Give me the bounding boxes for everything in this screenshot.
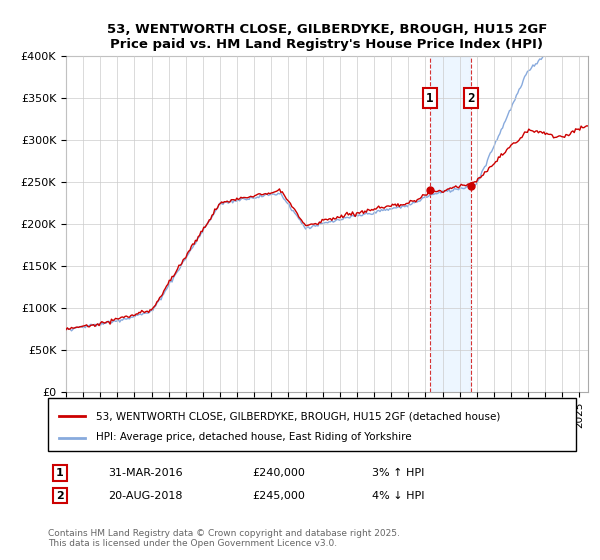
Text: 1: 1 — [426, 91, 433, 105]
Title: 53, WENTWORTH CLOSE, GILBERDYKE, BROUGH, HU15 2GF
Price paid vs. HM Land Registr: 53, WENTWORTH CLOSE, GILBERDYKE, BROUGH,… — [107, 22, 547, 50]
Text: £240,000: £240,000 — [252, 468, 305, 478]
Text: 53, WENTWORTH CLOSE, GILBERDYKE, BROUGH, HU15 2GF (detached house): 53, WENTWORTH CLOSE, GILBERDYKE, BROUGH,… — [95, 411, 500, 421]
FancyBboxPatch shape — [48, 398, 576, 451]
Text: 3% ↑ HPI: 3% ↑ HPI — [372, 468, 424, 478]
Text: 4% ↓ HPI: 4% ↓ HPI — [372, 491, 425, 501]
Text: 20-AUG-2018: 20-AUG-2018 — [108, 491, 182, 501]
Text: 2: 2 — [56, 491, 64, 501]
Text: 1: 1 — [56, 468, 64, 478]
Text: HPI: Average price, detached house, East Riding of Yorkshire: HPI: Average price, detached house, East… — [95, 432, 411, 442]
Text: Contains HM Land Registry data © Crown copyright and database right 2025.
This d: Contains HM Land Registry data © Crown c… — [48, 529, 400, 548]
Text: £245,000: £245,000 — [252, 491, 305, 501]
Text: 31-MAR-2016: 31-MAR-2016 — [108, 468, 182, 478]
Text: 2: 2 — [467, 91, 475, 105]
